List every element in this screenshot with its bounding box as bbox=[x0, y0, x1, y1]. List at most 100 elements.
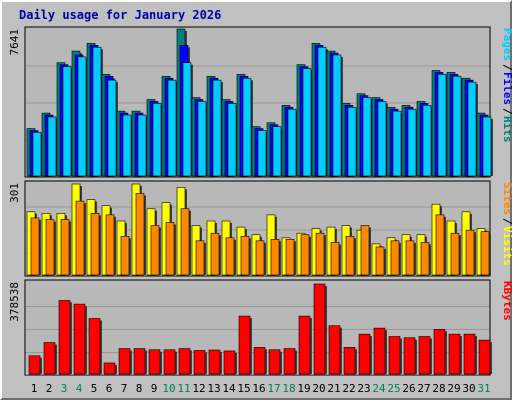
middle-bar-sites bbox=[240, 235, 250, 276]
x-tick-label: 8 bbox=[136, 382, 143, 395]
bottom-bar-kbytes bbox=[433, 329, 446, 375]
bottom-bar-kbytes bbox=[268, 349, 281, 375]
top-bar-pages bbox=[257, 130, 267, 177]
top-bar-pages bbox=[32, 132, 42, 177]
middle-bar-sites bbox=[225, 237, 235, 276]
middle-bar-sites bbox=[30, 217, 40, 276]
bottom-bar-kbytes bbox=[73, 303, 86, 375]
x-tick-label: 17 bbox=[267, 382, 280, 395]
top-bar-pages bbox=[377, 101, 387, 177]
top-bar-pages bbox=[77, 56, 87, 177]
top-bar-pages bbox=[227, 103, 237, 177]
legend-entry: Files bbox=[501, 72, 512, 105]
bottom-bar-kbytes bbox=[58, 300, 71, 375]
x-tick-label: 4 bbox=[76, 382, 83, 395]
x-tick-label: 12 bbox=[192, 382, 205, 395]
middle-bar-sites bbox=[435, 214, 445, 276]
middle-bar-sites bbox=[120, 235, 130, 276]
bottom-bar-kbytes bbox=[463, 333, 476, 375]
top-bar-pages bbox=[452, 75, 462, 177]
top-bar-pages bbox=[47, 116, 57, 177]
top-bar-pages bbox=[407, 108, 417, 177]
legend-entry: Visits bbox=[501, 226, 512, 266]
middle-bar-sites bbox=[480, 231, 490, 276]
x-tick-label: 27 bbox=[417, 382, 430, 395]
top-bar-pages bbox=[92, 46, 102, 177]
top-bar-pages bbox=[197, 101, 207, 177]
top-bar-pages bbox=[467, 81, 477, 177]
middle-bar-sites bbox=[255, 240, 265, 276]
bottom-bar-kbytes bbox=[88, 318, 101, 375]
legend-entry: Pages bbox=[501, 28, 512, 61]
bottom-ymax-label: 378538 bbox=[8, 282, 21, 322]
x-tick-label: 22 bbox=[342, 382, 355, 395]
top-bar-pages bbox=[152, 103, 162, 177]
middle-bar-sites bbox=[405, 240, 415, 276]
bottom-bar-kbytes bbox=[193, 350, 206, 375]
top-bar-pages bbox=[332, 54, 342, 177]
chart-title: Daily usage for January 2026 bbox=[19, 8, 221, 22]
middle-bar-sites bbox=[45, 219, 55, 276]
x-tick-label: 26 bbox=[402, 382, 415, 395]
top-bar-pages bbox=[122, 114, 132, 177]
x-tick-label: 1 bbox=[31, 382, 38, 395]
x-tick-label: 7 bbox=[121, 382, 128, 395]
bottom-bar-kbytes bbox=[343, 347, 356, 375]
middle-bar-sites bbox=[165, 222, 175, 276]
middle-bar-sites bbox=[90, 213, 100, 276]
bottom-bar-kbytes bbox=[358, 333, 371, 375]
middle-bar-sites bbox=[375, 246, 385, 276]
top-bar-pages bbox=[242, 77, 252, 177]
bottom-bar-kbytes bbox=[43, 342, 56, 375]
x-tick-label: 14 bbox=[222, 382, 236, 395]
x-tick-label: 3 bbox=[61, 382, 68, 395]
middle-bar-sites bbox=[465, 229, 475, 276]
top-bar-pages bbox=[182, 62, 192, 177]
x-tick-label: 10 bbox=[162, 382, 175, 395]
top-bar-pages bbox=[437, 74, 447, 177]
bottom-bar-kbytes bbox=[388, 336, 401, 375]
middle-bar-sites bbox=[360, 225, 370, 276]
bottom-bar-kbytes bbox=[253, 347, 266, 375]
middle-bar-sites bbox=[285, 239, 295, 276]
middle-bar-sites bbox=[390, 240, 400, 276]
top-bar-pages bbox=[287, 108, 297, 177]
bottom-bar-kbytes bbox=[328, 325, 341, 375]
bottom-bar-kbytes bbox=[403, 337, 416, 375]
bottom-bar-kbytes bbox=[103, 362, 116, 375]
x-tick-label: 25 bbox=[387, 382, 400, 395]
x-tick-label: 24 bbox=[372, 382, 386, 395]
bottom-bar-kbytes bbox=[118, 348, 131, 375]
middle-bar-sites bbox=[180, 208, 190, 276]
bottom-bar-kbytes bbox=[283, 348, 296, 375]
top-bar-pages bbox=[62, 66, 72, 177]
top-bar-pages bbox=[137, 114, 147, 177]
middle-bar-sites bbox=[105, 214, 115, 276]
bottom-bar-kbytes bbox=[418, 336, 431, 375]
top-bar-pages bbox=[107, 79, 117, 177]
bottom-bar-kbytes bbox=[178, 348, 191, 375]
bottom-bar-kbytes bbox=[478, 339, 491, 375]
middle-bar-sites bbox=[420, 242, 430, 276]
bottom-bar-kbytes bbox=[28, 355, 41, 375]
middle-bar-sites bbox=[150, 225, 160, 276]
top-bar-pages bbox=[347, 106, 357, 177]
middle-bar-sites bbox=[300, 234, 310, 276]
bottom-bar-kbytes bbox=[208, 349, 221, 375]
x-tick-label: 29 bbox=[447, 382, 460, 395]
legend-entry: / bbox=[501, 218, 512, 225]
bottom-bar-kbytes bbox=[133, 348, 146, 375]
middle-bar-sites bbox=[270, 239, 280, 276]
x-tick-label: 16 bbox=[252, 382, 265, 395]
middle-bar-sites bbox=[75, 200, 85, 276]
legend-entry: / bbox=[501, 64, 512, 71]
bottom-bar-kbytes bbox=[298, 315, 311, 375]
bottom-bar-kbytes bbox=[223, 350, 236, 375]
top-bar-pages bbox=[362, 97, 372, 177]
middle-ymax-label: 301 bbox=[8, 183, 21, 203]
panel-middle: 301 Sites /Visits bbox=[8, 180, 512, 277]
x-tick-label: 19 bbox=[297, 382, 310, 395]
middle-bar-sites bbox=[135, 193, 145, 276]
